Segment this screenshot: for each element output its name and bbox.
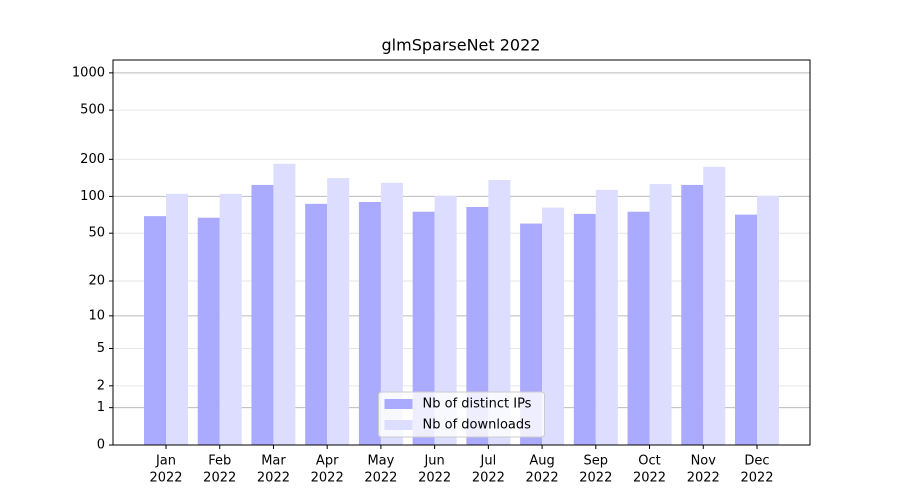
x-tick-label: 2022	[364, 471, 397, 486]
x-tick-label: Mar	[261, 454, 286, 469]
y-tick-label: 5	[97, 341, 105, 356]
x-tick-label: 2022	[311, 471, 344, 486]
x-tick-label: Oct	[638, 454, 660, 469]
x-tick-label: 2022	[203, 471, 236, 486]
bar	[757, 195, 779, 445]
y-tick-label: 2	[97, 378, 105, 393]
bar	[251, 184, 274, 445]
legend-swatch	[384, 420, 413, 430]
y-tick-label: 200	[80, 152, 105, 167]
legend-swatch	[384, 399, 413, 409]
legend: Nb of distinct IPs Nb of downloads	[378, 391, 545, 438]
bar	[412, 211, 435, 445]
y-tick-label: 10	[88, 308, 105, 323]
x-tick-label: Jul	[480, 454, 497, 469]
bar	[735, 214, 757, 445]
legend-label: Nb of distinct IPs	[423, 397, 532, 412]
bar	[649, 184, 672, 446]
x-tick-label: 2022	[257, 471, 290, 486]
y-tick-label: 1000	[72, 65, 105, 80]
bar	[466, 206, 489, 445]
x-tick-label: 2022	[687, 471, 720, 486]
bar	[434, 195, 457, 445]
bar	[573, 213, 596, 445]
y-tick-label: 50	[88, 226, 105, 241]
bar	[327, 178, 350, 446]
bar	[595, 189, 618, 445]
x-tick-label: 2022	[526, 471, 559, 486]
bar	[627, 211, 650, 445]
legend-label: Nb of downloads	[423, 418, 532, 433]
y-tick-label: 0	[97, 438, 105, 453]
bar	[542, 207, 565, 445]
y-tick-label: 100	[80, 189, 105, 204]
x-tick-label: 2022	[633, 471, 666, 486]
x-tick-label: 2022	[472, 471, 505, 486]
x-tick-label: Jun	[423, 454, 444, 469]
plot-frame	[112, 59, 811, 446]
bar	[380, 182, 403, 445]
bar	[358, 202, 381, 445]
bar	[144, 216, 166, 445]
x-tick-label: Jan	[155, 454, 176, 469]
bar	[273, 163, 296, 445]
bar	[197, 217, 220, 445]
bar	[703, 166, 726, 445]
y-tick-label: 1	[97, 400, 105, 415]
x-tick-label: Dec	[744, 454, 769, 469]
x-tick-label: 2022	[149, 471, 182, 486]
x-tick-label: Apr	[316, 454, 339, 469]
bar	[520, 223, 543, 445]
bar	[681, 184, 704, 445]
x-tick-label: 2022	[740, 471, 773, 486]
legend-box	[378, 391, 545, 438]
y-tick-label: 500	[80, 103, 105, 118]
bar	[488, 179, 511, 445]
y-tick-label: 20	[88, 274, 105, 289]
x-tick-label: Feb	[208, 454, 231, 469]
chart-title: glmSparseNet 2022	[382, 36, 541, 55]
x-tick-label: 2022	[579, 471, 612, 486]
x-tick-label: Sep	[584, 454, 609, 469]
x-tick-label: May	[367, 454, 394, 469]
x-tick-label: Nov	[691, 454, 717, 469]
bar	[166, 193, 188, 445]
bar	[219, 193, 242, 445]
bar	[305, 203, 328, 445]
x-tick-label: Aug	[529, 454, 554, 469]
x-tick-label: 2022	[418, 471, 451, 486]
